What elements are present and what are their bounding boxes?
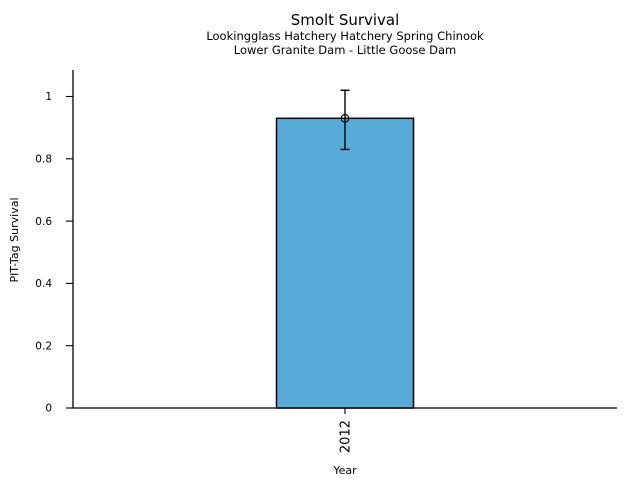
y-tick-label: 0 bbox=[45, 403, 52, 415]
y-tick-label: 0.2 bbox=[35, 340, 52, 352]
bar-2012 bbox=[275, 117, 415, 409]
x-tick-label: 2012 bbox=[339, 420, 354, 453]
chart-title: Smolt Survival bbox=[290, 11, 400, 29]
data-point-marker bbox=[340, 113, 350, 123]
y-tick-label: 0.8 bbox=[35, 154, 52, 166]
chart-subtitle-line2: Lower Granite Dam - Little Goose Dam bbox=[233, 43, 457, 57]
y-tick-label: 1 bbox=[45, 91, 52, 103]
y-tick-label: 0.6 bbox=[35, 216, 52, 228]
x-axis-label: Year bbox=[333, 464, 357, 477]
y-tick-label: 0.4 bbox=[35, 278, 52, 290]
chart-subtitle-line1: Lookingglass Hatchery Hatchery Spring Ch… bbox=[206, 29, 484, 43]
